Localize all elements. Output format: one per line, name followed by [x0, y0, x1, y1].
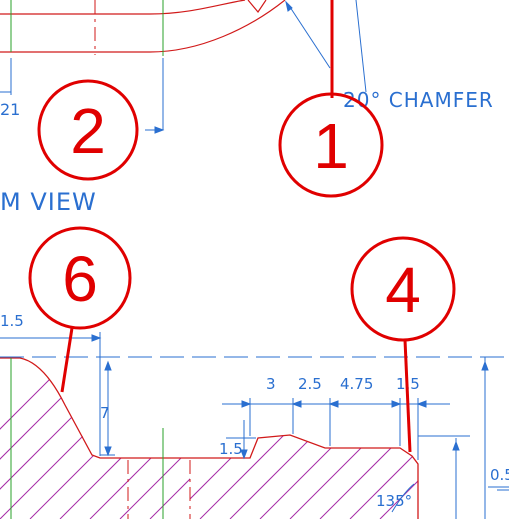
bottom-part-outline [0, 357, 419, 519]
callout-2: 2 [37, 79, 139, 181]
callout-6: 6 [28, 226, 132, 393]
bottom-green-lines [10, 358, 164, 519]
view-title: M VIEW [0, 188, 97, 216]
dim-7-text: 7 [100, 404, 110, 422]
dim-15-small-text: 1.5 [219, 440, 243, 458]
top-dimension-lines [0, 0, 367, 134]
dim-15-left-text: 1.5 [0, 312, 24, 330]
callout-6-number: 6 [62, 243, 98, 315]
callout-1-number: 1 [313, 110, 349, 182]
callout-4-number: 4 [385, 254, 421, 326]
callout-1: 1 [278, 0, 384, 198]
right-hatch [190, 435, 418, 519]
dim-3-text: 3 [266, 375, 276, 393]
dim-25-text: 2.5 [298, 375, 322, 393]
callout-4: 4 [350, 236, 456, 453]
left-hatch [0, 358, 190, 519]
top-green-lines [10, 0, 164, 56]
dim-475-text: 4.75 [340, 375, 373, 393]
bottom-centerlines [127, 460, 191, 519]
top-part-outline [0, 0, 286, 53]
angle-arc [391, 483, 415, 513]
angle-135-text: 135° [376, 492, 412, 510]
dim-21-text: 21 [0, 100, 20, 119]
bottom-dimension-lines [0, 332, 509, 519]
callout-2-number: 2 [70, 95, 106, 167]
dim-05-text: 0.5 [490, 466, 509, 484]
